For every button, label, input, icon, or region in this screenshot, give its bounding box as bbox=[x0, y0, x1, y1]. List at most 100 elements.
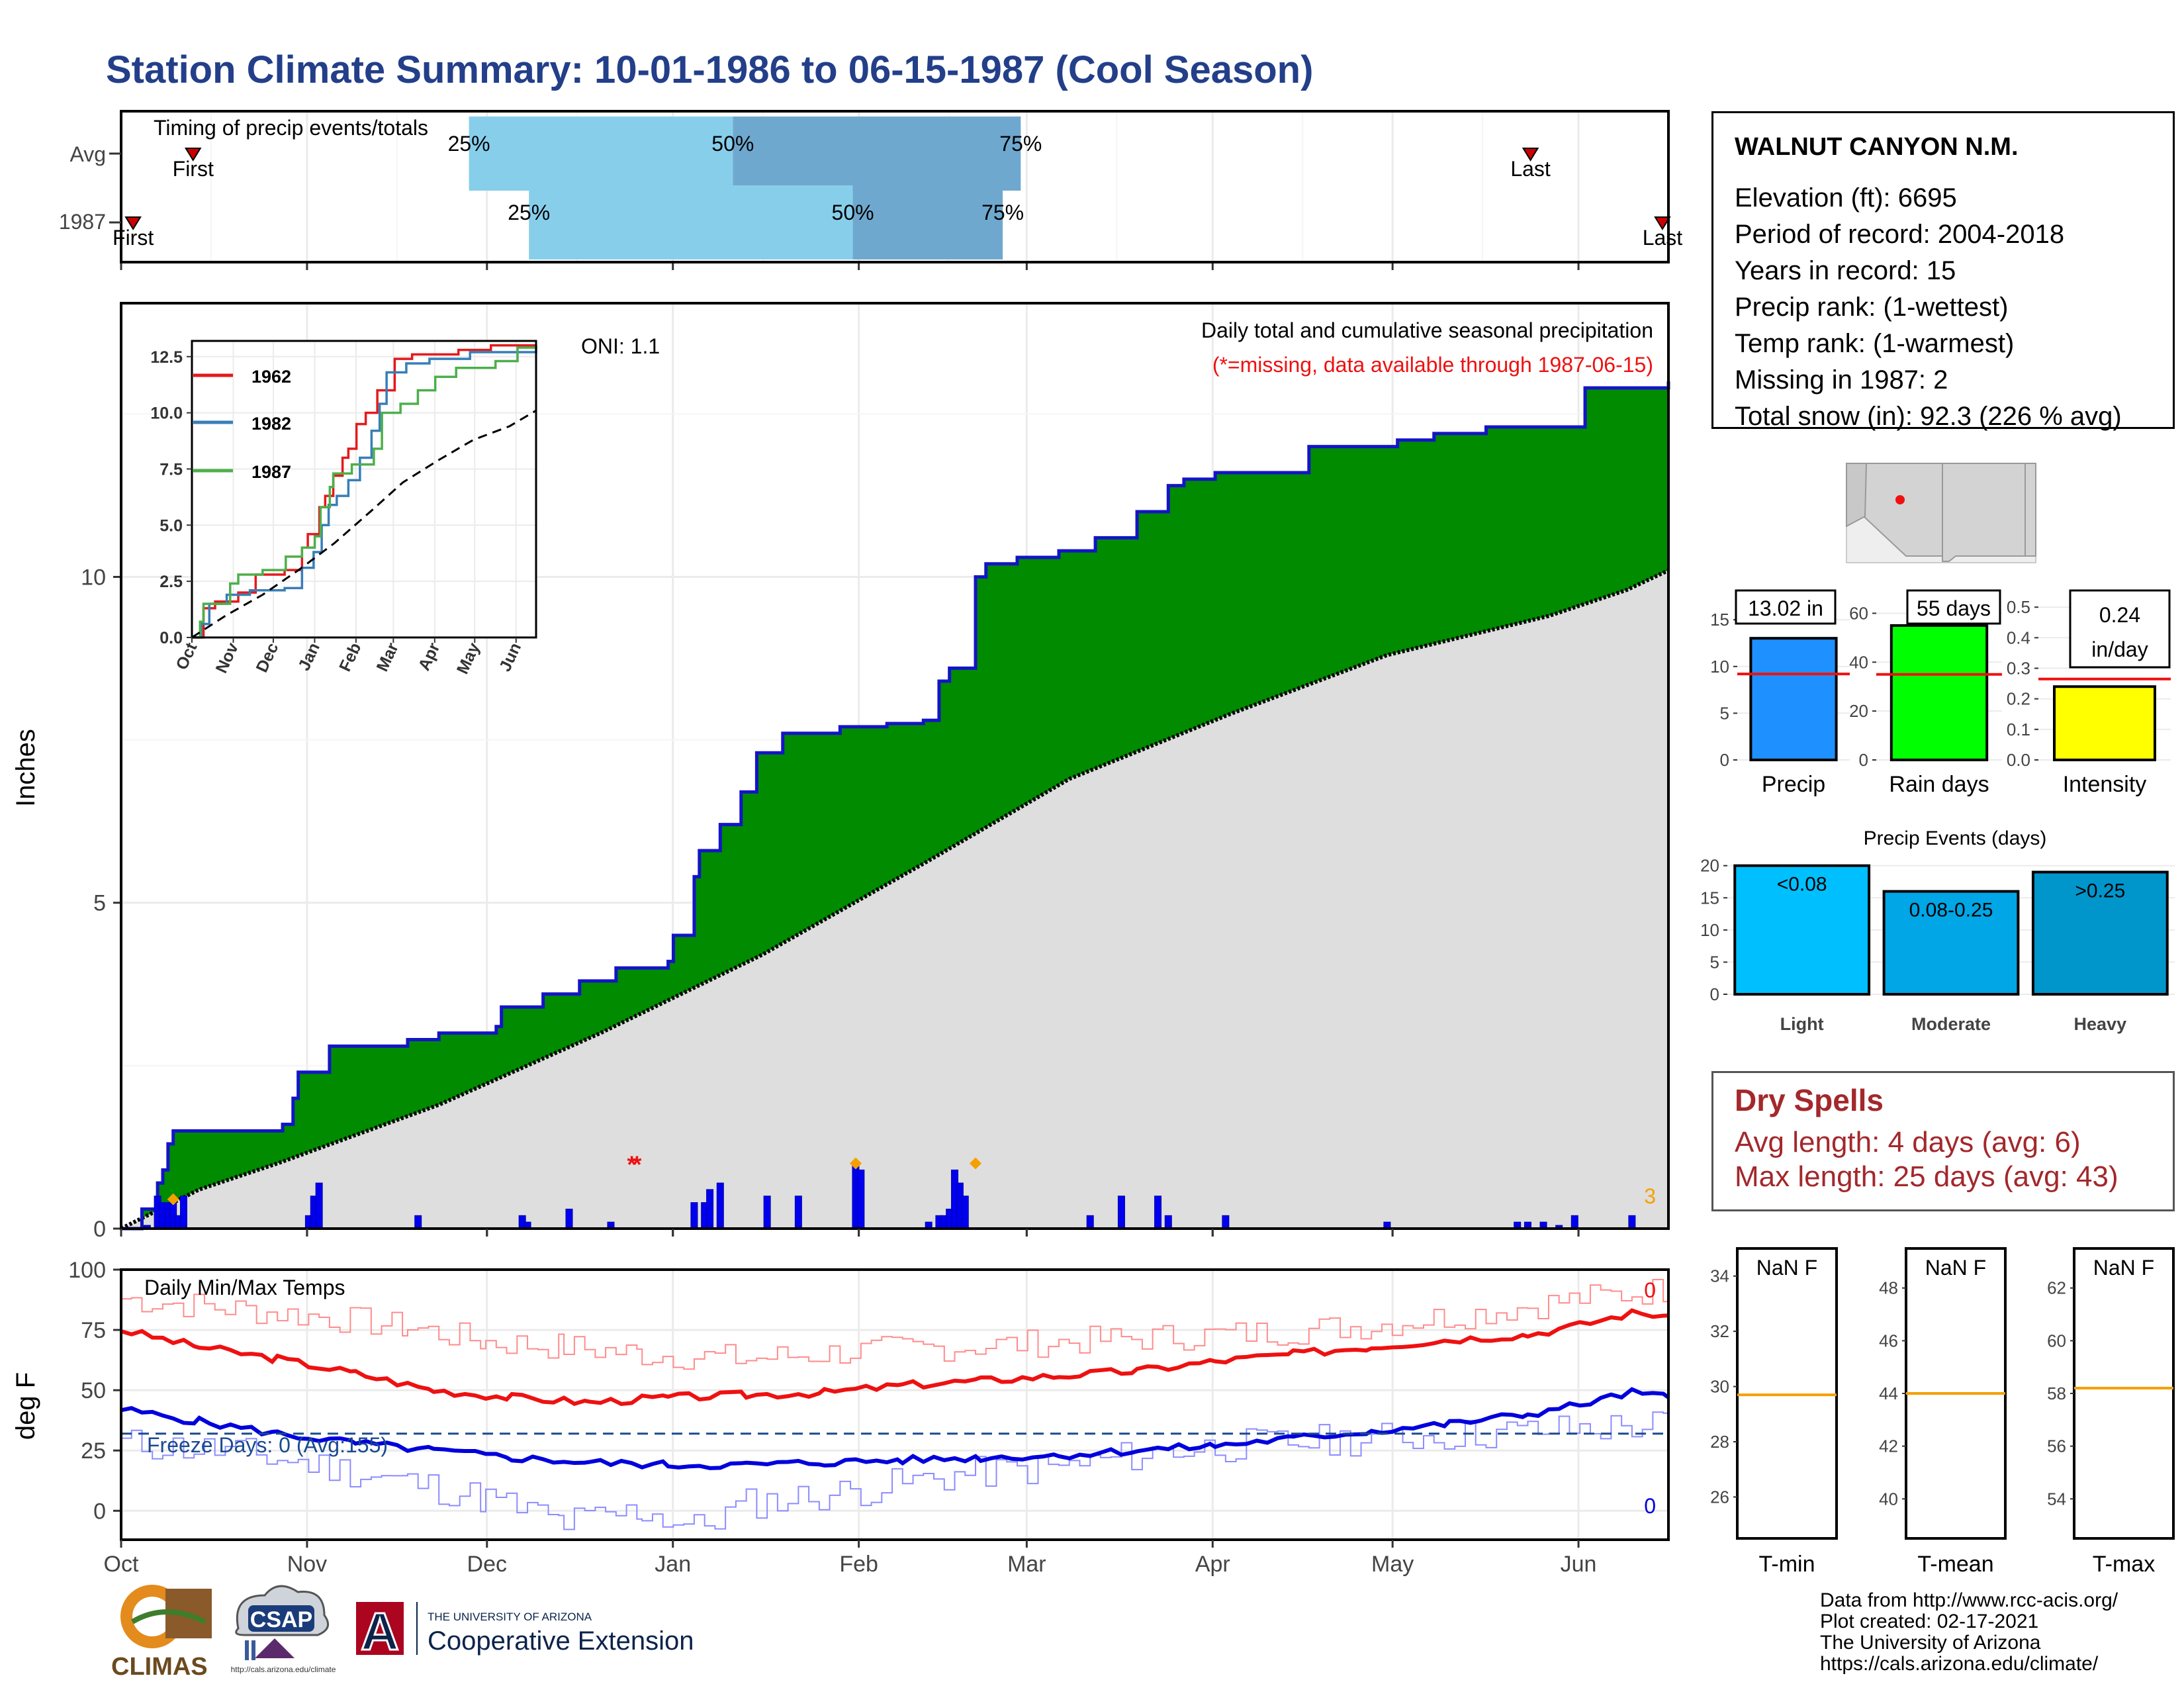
oni-label: ONI: 1.1 bbox=[581, 334, 660, 358]
daily-precip-bar bbox=[706, 1189, 714, 1229]
min-count: 0 bbox=[1644, 1494, 1656, 1518]
season-bar-0 bbox=[1749, 637, 1838, 761]
timing-bar-lower bbox=[529, 185, 853, 259]
tsum-category-label: T-mean bbox=[1917, 1552, 1993, 1577]
credit-plot-created: Plot created: 02-17-2021 bbox=[1820, 1611, 2039, 1632]
tsum-ytick-label: 44 bbox=[1879, 1383, 1898, 1403]
timing-label-50: 50% bbox=[832, 201, 874, 224]
daily-precip-bar bbox=[179, 1196, 187, 1229]
events-bar-1 bbox=[1882, 890, 2020, 996]
season-category-label: Precip bbox=[1762, 772, 1825, 797]
station-info-box: WALNUT CANYON N.M. Elevation (ft): 6695 … bbox=[1711, 111, 2175, 431]
intensity-unit-label: in/day bbox=[2091, 637, 2148, 661]
timing-marker-last bbox=[1522, 148, 1539, 162]
temps-ytick-label: 75 bbox=[81, 1318, 106, 1343]
ua-top-text: THE UNIVERSITY OF ARIZONA bbox=[428, 1611, 592, 1623]
daily-precip-bar bbox=[1570, 1215, 1578, 1229]
tsum-ytick-label: 58 bbox=[2047, 1383, 2066, 1403]
temps-xtick-label: Mar bbox=[1007, 1552, 1046, 1577]
timing-row-avg: Avg bbox=[69, 142, 106, 166]
events-ytick-label: 20 bbox=[1700, 856, 1719, 876]
season-category-label: Rain days bbox=[1889, 772, 1989, 797]
daily-precip-bar bbox=[1117, 1196, 1125, 1229]
temps-xtick-label: Feb bbox=[839, 1552, 878, 1577]
climas-text: CLIMAS bbox=[111, 1653, 208, 1681]
timing-panel: 25% 50% 75% First Last 25% 50% 75% First Last Tim… bbox=[59, 110, 1683, 270]
temps-xtick-label: Jun bbox=[1561, 1552, 1597, 1577]
tsum-category-label: T-max bbox=[2093, 1552, 2155, 1577]
timing-label-first: First bbox=[113, 226, 154, 250]
precip-corner-count: 3 bbox=[1644, 1184, 1656, 1208]
page-title: Station Climate Summary: 10-01-1986 to 0… bbox=[106, 48, 1314, 91]
events-category-label: Light bbox=[1780, 1014, 1824, 1034]
dry-spells-box: Dry Spells Avg length: 4 days (avg: 6) M… bbox=[1711, 1071, 2175, 1211]
temps-xtick-label: Apr bbox=[1195, 1552, 1230, 1577]
season-ytick-label: 20 bbox=[1849, 701, 1868, 721]
tsum-ytick-label: 40 bbox=[1879, 1489, 1898, 1509]
temps-ytick-label: 100 bbox=[68, 1258, 106, 1283]
intensity-value-box bbox=[2069, 589, 2171, 669]
tsum-ytick-label: 62 bbox=[2047, 1278, 2066, 1298]
tsum-ytick-label: 28 bbox=[1710, 1432, 1729, 1452]
legend-1987: 1987 bbox=[251, 462, 291, 482]
credit-data-source: Data from http://www.rcc-acis.org/ bbox=[1820, 1589, 2118, 1611]
season-ytick-label: 60 bbox=[1849, 603, 1868, 623]
tsum-ytick-label: 56 bbox=[2047, 1436, 2066, 1456]
timing-bar-upper bbox=[852, 185, 1003, 259]
daily-precip-bar bbox=[794, 1196, 802, 1229]
station-period: Period of record: 2004-2018 bbox=[1735, 220, 2065, 249]
season-ytick-label: 0.1 bbox=[2007, 720, 2030, 739]
season-bar-1 bbox=[1889, 624, 1989, 762]
tsum-ytick-label: 32 bbox=[1710, 1321, 1729, 1341]
timing-label-last: Last bbox=[1643, 226, 1683, 250]
events-title: Precip Events (days) bbox=[1864, 827, 2047, 849]
station-missing: Missing in 1987: 2 bbox=[1735, 365, 1948, 395]
dry-spells-avg: Avg length: 4 days (avg: 6) bbox=[1735, 1126, 2081, 1158]
timing-label-50: 50% bbox=[711, 132, 754, 156]
temps-xtick-label: May bbox=[1371, 1552, 1414, 1577]
ua-bottom-text: Cooperative Extension bbox=[428, 1626, 694, 1656]
cumulative-avg-area bbox=[121, 570, 1668, 1229]
events-bar-label: >0.25 bbox=[2075, 880, 2125, 902]
events-bar-label: 0.08-0.25 bbox=[1909, 900, 1993, 921]
precip-ytick-label: 0 bbox=[93, 1217, 106, 1242]
precip-ylabel: Inches bbox=[11, 729, 40, 807]
cumulative-1987-line bbox=[121, 381, 1670, 1231]
tsum-ytick-label: 42 bbox=[1879, 1436, 1898, 1456]
avg-max-line bbox=[120, 1308, 1669, 1407]
dry-spells-max: Max length: 25 days (avg: 43) bbox=[1735, 1160, 2118, 1193]
events-ytick-label: 10 bbox=[1700, 920, 1719, 940]
legend-1962: 1962 bbox=[251, 367, 291, 387]
precip-value-label: 13.02 in bbox=[1748, 596, 1823, 620]
precip-subtitle: (*=missing, data available through 1987-… bbox=[1212, 353, 1653, 377]
credit-university: The University of Arizona bbox=[1820, 1632, 2041, 1654]
snow-marker bbox=[849, 1157, 862, 1170]
events-ytick-label: 5 bbox=[1710, 952, 1719, 972]
timing-marker-last bbox=[1654, 216, 1671, 230]
timing-bar-upper bbox=[733, 117, 1021, 191]
tsum-value-label: NaN F bbox=[2093, 1256, 2154, 1280]
csap-text: CSAP bbox=[250, 1607, 312, 1632]
daily-precip-bar bbox=[1154, 1196, 1162, 1229]
ua-logo: A THE UNIVERSITY OF ARIZONA Cooperative … bbox=[356, 1601, 694, 1662]
daily-precip-bar bbox=[1222, 1215, 1230, 1229]
raindays-value-label: 55 days bbox=[1917, 596, 1991, 620]
season-bar-2 bbox=[2053, 685, 2156, 761]
season-ytick-label: 0 bbox=[1859, 750, 1868, 770]
location-map bbox=[1846, 463, 2036, 563]
inset-line-avg bbox=[191, 409, 537, 639]
timing-title: Timing of precip events/totals bbox=[154, 116, 428, 140]
precip-ytick-label: 5 bbox=[93, 891, 106, 916]
inset-ytick-label: 10.0 bbox=[150, 404, 183, 423]
cumulative-avg-line bbox=[120, 568, 1670, 1231]
inset-ytick-label: 0.0 bbox=[159, 629, 183, 647]
season-ytick-label: 10 bbox=[1710, 657, 1729, 677]
dry-spells-heading: Dry Spells bbox=[1735, 1083, 1884, 1117]
events-bar-2 bbox=[2031, 870, 2169, 996]
daily-min-line bbox=[121, 1411, 1669, 1530]
events-ytick-label: 15 bbox=[1700, 888, 1719, 908]
timing-row-1987: 1987 bbox=[59, 210, 106, 234]
season-ytick-label: 0.4 bbox=[2007, 628, 2030, 647]
temps-xtick-label: Jan bbox=[655, 1552, 691, 1577]
